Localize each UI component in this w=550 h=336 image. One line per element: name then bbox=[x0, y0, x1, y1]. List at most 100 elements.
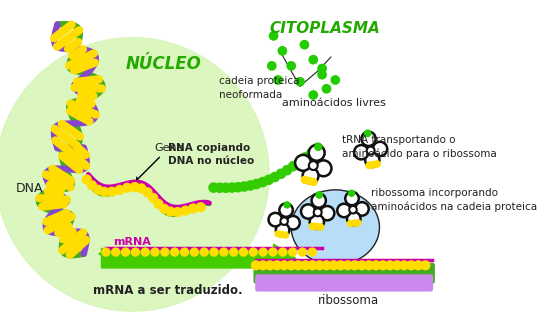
Circle shape bbox=[400, 261, 409, 270]
Text: ribossoma: ribossoma bbox=[318, 294, 379, 307]
Circle shape bbox=[365, 261, 373, 270]
Circle shape bbox=[378, 261, 387, 270]
Circle shape bbox=[269, 31, 278, 41]
Circle shape bbox=[365, 153, 380, 167]
Circle shape bbox=[306, 148, 317, 158]
Text: ribossoma incorporando
aminoácidos na cadeia proteica: ribossoma incorporando aminoácidos na ca… bbox=[371, 188, 537, 212]
Circle shape bbox=[280, 217, 288, 225]
Circle shape bbox=[196, 203, 205, 212]
Circle shape bbox=[189, 204, 197, 213]
Circle shape bbox=[276, 168, 286, 179]
Circle shape bbox=[309, 248, 316, 256]
Circle shape bbox=[350, 261, 359, 270]
Circle shape bbox=[351, 220, 357, 226]
Circle shape bbox=[366, 162, 372, 169]
Text: RNA copiando
DNA no núcleo: RNA copiando DNA no núcleo bbox=[168, 142, 254, 166]
Circle shape bbox=[300, 40, 309, 49]
Circle shape bbox=[414, 261, 423, 270]
Circle shape bbox=[270, 172, 280, 182]
Circle shape bbox=[214, 182, 225, 193]
Circle shape bbox=[337, 204, 351, 217]
Circle shape bbox=[233, 182, 243, 193]
Circle shape bbox=[100, 187, 109, 196]
Circle shape bbox=[374, 161, 380, 167]
Circle shape bbox=[161, 248, 169, 256]
Circle shape bbox=[306, 177, 313, 184]
Circle shape bbox=[141, 248, 149, 256]
FancyBboxPatch shape bbox=[256, 275, 432, 291]
Circle shape bbox=[173, 208, 182, 216]
Text: tRNA transportando o
aminoácido para o ribossoma: tRNA transportando o aminoácido para o r… bbox=[343, 135, 497, 159]
Text: CITOPLASMA: CITOPLASMA bbox=[269, 21, 380, 36]
Circle shape bbox=[267, 61, 277, 71]
Circle shape bbox=[227, 182, 237, 193]
Circle shape bbox=[130, 183, 139, 192]
Circle shape bbox=[347, 212, 360, 225]
Circle shape bbox=[283, 232, 289, 238]
Circle shape bbox=[269, 248, 277, 256]
Circle shape bbox=[295, 77, 305, 87]
Circle shape bbox=[299, 248, 306, 256]
Circle shape bbox=[295, 155, 311, 171]
Circle shape bbox=[329, 261, 338, 270]
Circle shape bbox=[200, 248, 208, 256]
Circle shape bbox=[315, 143, 322, 150]
Circle shape bbox=[180, 248, 189, 256]
Circle shape bbox=[273, 261, 282, 270]
Circle shape bbox=[310, 215, 324, 229]
Circle shape bbox=[263, 174, 274, 185]
Circle shape bbox=[249, 248, 257, 256]
Circle shape bbox=[393, 261, 402, 270]
Circle shape bbox=[302, 168, 318, 184]
Circle shape bbox=[94, 185, 102, 194]
Circle shape bbox=[251, 261, 260, 270]
Circle shape bbox=[170, 248, 179, 256]
Circle shape bbox=[354, 145, 368, 159]
Circle shape bbox=[331, 75, 340, 85]
Circle shape bbox=[279, 248, 287, 256]
Text: cadeia proteica
neoformada: cadeia proteica neoformada bbox=[219, 76, 299, 100]
Circle shape bbox=[287, 261, 295, 270]
Circle shape bbox=[314, 223, 320, 230]
Circle shape bbox=[166, 207, 175, 216]
Circle shape bbox=[294, 261, 302, 270]
Text: DNA: DNA bbox=[16, 182, 43, 195]
Circle shape bbox=[314, 208, 322, 216]
Circle shape bbox=[311, 193, 326, 208]
Circle shape bbox=[245, 180, 256, 191]
Circle shape bbox=[349, 206, 357, 213]
Circle shape bbox=[317, 70, 327, 80]
Circle shape bbox=[343, 261, 352, 270]
Circle shape bbox=[309, 145, 324, 161]
Circle shape bbox=[289, 248, 296, 256]
Circle shape bbox=[373, 142, 387, 156]
Circle shape bbox=[367, 146, 375, 155]
Circle shape bbox=[112, 248, 120, 256]
Circle shape bbox=[151, 248, 159, 256]
Circle shape bbox=[131, 248, 139, 256]
Circle shape bbox=[336, 261, 345, 270]
Circle shape bbox=[349, 190, 355, 196]
Circle shape bbox=[115, 185, 124, 194]
Circle shape bbox=[102, 248, 110, 256]
Circle shape bbox=[316, 192, 322, 198]
Circle shape bbox=[268, 213, 282, 226]
Circle shape bbox=[221, 182, 231, 193]
Ellipse shape bbox=[291, 190, 379, 265]
Circle shape bbox=[280, 261, 289, 270]
Circle shape bbox=[190, 248, 199, 256]
Text: mRNA: mRNA bbox=[113, 237, 151, 247]
Circle shape bbox=[220, 248, 228, 256]
Circle shape bbox=[358, 261, 366, 270]
Circle shape bbox=[154, 199, 163, 208]
Circle shape bbox=[315, 261, 324, 270]
Circle shape bbox=[421, 261, 430, 270]
Circle shape bbox=[230, 248, 238, 256]
Ellipse shape bbox=[0, 38, 269, 311]
Circle shape bbox=[345, 192, 359, 205]
Circle shape bbox=[82, 175, 91, 184]
Circle shape bbox=[181, 206, 190, 215]
Circle shape bbox=[251, 179, 262, 189]
Circle shape bbox=[87, 181, 96, 190]
Circle shape bbox=[309, 90, 318, 100]
